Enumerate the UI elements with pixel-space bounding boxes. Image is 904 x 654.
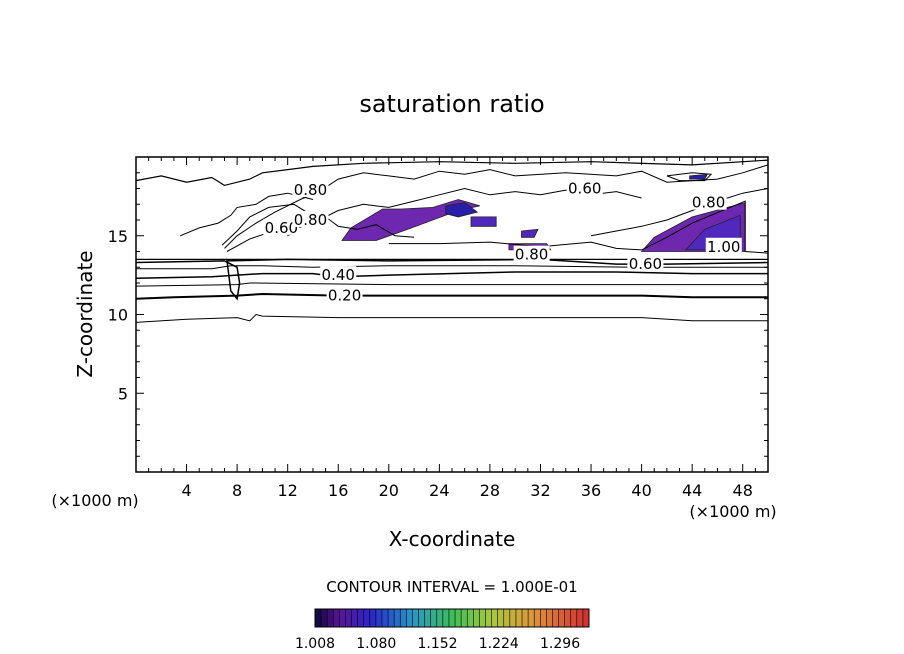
colorbar-swatch (571, 609, 577, 627)
contour-line-0.2 (136, 294, 768, 299)
colorbar-swatch (485, 609, 491, 627)
colorbar-swatch (528, 609, 534, 627)
colorbar-swatch (516, 609, 522, 627)
colorbar-swatch (376, 609, 382, 627)
colorbar-swatch (437, 609, 443, 627)
colorbar-label: 1.296 (540, 636, 580, 652)
colorbar (315, 609, 589, 627)
colorbar-swatch (321, 609, 327, 627)
colorbar-swatch (461, 609, 467, 627)
x-tick-label: 24 (429, 481, 449, 500)
colorbar-swatch (559, 609, 565, 627)
colorbar-swatch (370, 609, 376, 627)
y-axis-label: Z-coordinate (73, 250, 97, 377)
contour-label: 1.00 (707, 238, 740, 256)
colorbar-swatch (352, 609, 358, 627)
colorbar-swatch (431, 609, 437, 627)
colorbar-swatch (394, 609, 400, 627)
contour-label: 0.60 (629, 255, 662, 273)
contour-label: 0.60 (568, 180, 601, 198)
contour-label: 0.80 (515, 246, 548, 264)
chart-title: saturation ratio (359, 90, 544, 118)
x-tick-label: 48 (733, 481, 753, 500)
colorbar-swatch (479, 609, 485, 627)
colorbar-swatch (467, 609, 473, 627)
colorbar-swatch (455, 609, 461, 627)
contour-label: 0.80 (294, 211, 327, 229)
x-axis-label: X-coordinate (389, 527, 516, 551)
colorbar-swatch (315, 609, 321, 627)
colorbar-swatch (388, 609, 394, 627)
colorbar-swatch (382, 609, 388, 627)
colorbar-swatch (577, 609, 583, 627)
colorbar-swatch (333, 609, 339, 627)
colorbar-swatch (552, 609, 558, 627)
colorbar-swatch (327, 609, 333, 627)
x-tick-label: 44 (682, 481, 702, 500)
contour-label: 0.20 (328, 287, 361, 305)
contour-label: 0.80 (294, 181, 327, 199)
y-tick-label: 5 (118, 384, 128, 403)
x-unit-label: (×1000 m) (51, 491, 138, 510)
colorbar-swatch (443, 609, 449, 627)
colorbar-swatch (419, 609, 425, 627)
saturation-fill-region (690, 174, 708, 179)
colorbar-swatch (473, 609, 479, 627)
colorbar-swatch (565, 609, 571, 627)
x-tick-label: 36 (581, 481, 601, 500)
y-tick-label: 15 (108, 227, 128, 246)
x-tick-label: 40 (631, 481, 651, 500)
x-tick-label: 16 (328, 481, 348, 500)
colorbar-swatch (510, 609, 516, 627)
colorbar-label: 1.080 (356, 636, 396, 652)
contour-interval-text: CONTOUR INTERVAL = 1.000E-01 (326, 578, 577, 596)
x-tick-label: 12 (278, 481, 298, 500)
contour-label: 0.80 (692, 194, 725, 212)
contour-label: 0.40 (322, 266, 355, 284)
x-tick-label: 28 (480, 481, 500, 500)
colorbar-swatch (498, 609, 504, 627)
colorbar-label: 1.152 (417, 636, 457, 652)
colorbar-swatch (425, 609, 431, 627)
colorbar-swatch (449, 609, 455, 627)
x-tick-label: 32 (530, 481, 550, 500)
x-tick-label: 8 (232, 481, 242, 500)
x-tick-label: 20 (379, 481, 399, 500)
colorbar-swatch (364, 609, 370, 627)
colorbar-swatch (522, 609, 528, 627)
saturation-fill-region (471, 217, 496, 226)
z-unit-label: (×1000 m) (689, 502, 776, 521)
saturation-fill-region (522, 229, 539, 237)
colorbar-swatch (540, 609, 546, 627)
colorbar-swatch (400, 609, 406, 627)
contour-line-0.4 (136, 272, 768, 278)
colorbar-swatch (546, 609, 552, 627)
contour-line-0.5 (136, 266, 768, 269)
colorbar-swatch (412, 609, 418, 627)
colorbar-swatch (504, 609, 510, 627)
plot-area: 0.200.400.600.80 1.000.800.600.800.600.80 (136, 157, 768, 472)
colorbar-swatch (583, 609, 589, 627)
colorbar-swatch (339, 609, 345, 627)
colorbar-swatch (345, 609, 351, 627)
y-tick-label: 10 (108, 306, 128, 325)
colorbar-label: 1.008 (295, 636, 335, 652)
colorbar-swatch (358, 609, 364, 627)
colorbar-label: 1.224 (479, 636, 519, 652)
contour-line-0.1 (136, 315, 768, 323)
colorbar-swatch (492, 609, 498, 627)
x-tick-label: 4 (181, 481, 191, 500)
colorbar-swatch (534, 609, 540, 627)
colorbar-swatch (406, 609, 412, 627)
